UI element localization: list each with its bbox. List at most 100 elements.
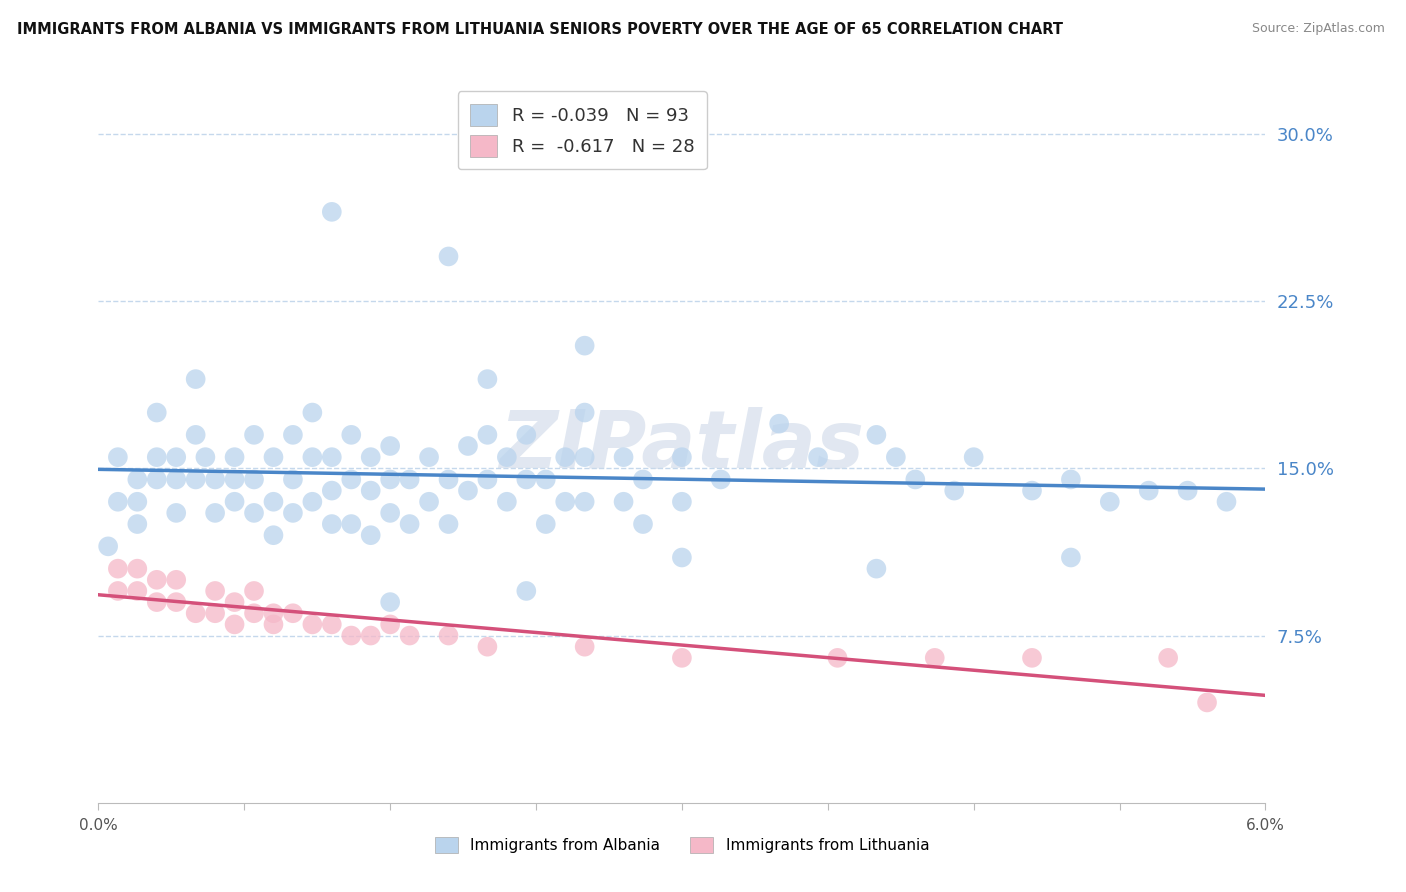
Point [165,450,187,464]
Point [380,473,402,487]
Point [1177,483,1199,498]
Point [380,595,402,609]
Point [360,450,382,464]
Point [262,450,284,464]
Point [631,516,654,531]
Point [281,607,304,621]
Point [165,595,187,609]
Point [437,249,460,264]
Point [184,473,207,487]
Point [146,450,169,464]
Point [437,628,460,642]
Point [127,516,149,531]
Point [477,372,499,386]
Point [224,494,246,508]
Point [827,651,849,665]
Point [437,516,460,531]
Point [671,494,693,508]
Point [262,528,284,542]
Point [574,405,596,419]
Point [360,528,382,542]
Point [262,494,284,508]
Point [340,516,363,531]
Point [1021,483,1043,498]
Point [127,473,149,487]
Point [321,617,343,632]
Point [496,494,519,508]
Point [515,427,537,442]
Point [204,473,226,487]
Point [146,405,169,419]
Point [360,628,382,642]
Point [224,595,246,609]
Point [865,562,887,576]
Point [224,473,246,487]
Point [574,450,596,464]
Point [340,473,363,487]
Point [97,539,120,553]
Point [165,573,187,587]
Text: Source: ZipAtlas.com: Source: ZipAtlas.com [1251,22,1385,36]
Point [574,640,596,654]
Point [924,651,946,665]
Legend: Immigrants from Albania, Immigrants from Lithuania: Immigrants from Albania, Immigrants from… [429,830,935,859]
Point [613,450,636,464]
Point [671,651,693,665]
Point [865,427,887,442]
Point [146,473,169,487]
Text: IMMIGRANTS FROM ALBANIA VS IMMIGRANTS FROM LITHUANIA SENIORS POVERTY OVER THE AG: IMMIGRANTS FROM ALBANIA VS IMMIGRANTS FR… [17,22,1063,37]
Point [194,450,217,464]
Point [107,450,129,464]
Point [184,607,207,621]
Point [398,516,420,531]
Point [127,494,149,508]
Point [477,640,499,654]
Point [418,494,440,508]
Point [631,473,654,487]
Point [1021,651,1043,665]
Point [1137,483,1160,498]
Point [574,338,596,352]
Point [380,439,402,453]
Point [262,617,284,632]
Point [671,550,693,565]
Point [204,607,226,621]
Point [477,427,499,442]
Point [321,483,343,498]
Point [165,506,187,520]
Point [380,506,402,520]
Point [301,405,323,419]
Point [554,450,576,464]
Point [1098,494,1121,508]
Point [281,427,304,442]
Point [457,439,479,453]
Point [165,473,187,487]
Point [301,494,323,508]
Point [515,473,537,487]
Point [554,494,576,508]
Point [380,617,402,632]
Point [1197,696,1219,710]
Point [243,506,266,520]
Point [107,562,129,576]
Point [496,450,519,464]
Text: ZIPatlas: ZIPatlas [499,407,865,485]
Point [710,473,733,487]
Point [534,516,557,531]
Point [943,483,966,498]
Point [321,516,343,531]
Point [671,450,693,464]
Point [243,607,266,621]
Point [1060,550,1083,565]
Point [807,450,830,464]
Point [904,473,927,487]
Point [574,494,596,508]
Point [515,583,537,598]
Point [398,473,420,487]
Point [127,562,149,576]
Point [107,494,129,508]
Point [418,450,440,464]
Point [224,450,246,464]
Point [477,473,499,487]
Point [184,372,207,386]
